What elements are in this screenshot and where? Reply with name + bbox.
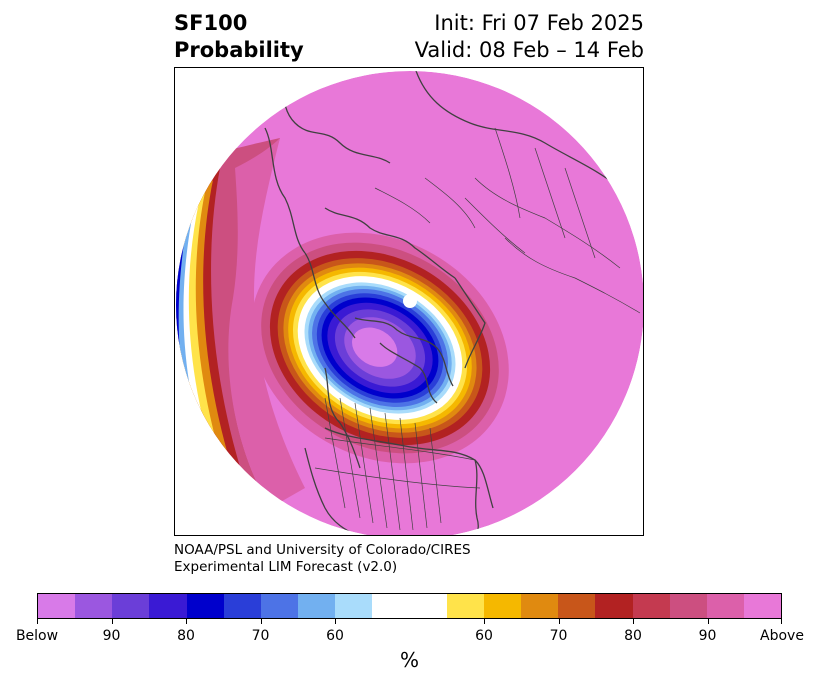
colorbar-tick-label: Below xyxy=(15,628,59,644)
colorbar-segment xyxy=(149,594,187,618)
colorbar-tick-label: Above xyxy=(760,628,804,644)
colorbar-tick-mark xyxy=(260,619,262,624)
colorbar-segment xyxy=(595,594,633,618)
variable-name: SF100 xyxy=(174,11,248,35)
colorbar-tick-mark xyxy=(633,619,634,624)
credit-text: NOAA/PSL and University of Colorado/CIRE… xyxy=(174,542,471,576)
pole-mask xyxy=(403,294,417,308)
colorbar-tick-mark xyxy=(37,619,38,624)
colorbar-tick-mark xyxy=(484,619,485,624)
polar-stereographic-map xyxy=(176,71,643,535)
colorbar-tick-mark xyxy=(335,619,336,624)
colorbar-segment xyxy=(743,594,782,618)
colorbar-segment xyxy=(223,594,261,618)
colorbar-segment xyxy=(112,594,150,618)
title-right: Init: Fri 07 Feb 2025 Valid: 08 Feb – 14… xyxy=(415,10,644,64)
colorbar-ticks: Below 90 80 70 60 60 70 80 90 Above xyxy=(16,619,804,649)
product-name: Probability xyxy=(174,38,304,62)
colorbar-tick-mark xyxy=(558,619,560,624)
colorbar-segment xyxy=(186,594,224,618)
colorbar-unit-label: % xyxy=(399,648,419,672)
colorbar-tick-label: 80 xyxy=(624,628,642,644)
colorbar-tick-label: 90 xyxy=(698,628,717,644)
init-date: Init: Fri 07 Feb 2025 xyxy=(434,11,644,35)
colorbar-segment xyxy=(298,594,336,618)
colorbar-tick-mark xyxy=(781,619,782,624)
colorbar xyxy=(37,593,782,619)
colorbar-segment xyxy=(632,594,670,618)
colorbar-tick-label: 70 xyxy=(549,628,568,644)
title-left: SF100 Probability xyxy=(174,10,304,64)
colorbar-segment xyxy=(38,594,76,618)
colorbar-segment xyxy=(75,594,113,618)
map-frame xyxy=(174,67,644,536)
colorbar-tick-mark xyxy=(186,619,187,624)
colorbar-segment xyxy=(483,594,522,618)
colorbar-segment xyxy=(521,594,559,618)
colorbar-segment xyxy=(706,594,744,618)
colorbar-tick-mark xyxy=(111,619,113,624)
colorbar-tick-mark xyxy=(707,619,709,624)
colorbar-tick-label: 70 xyxy=(251,628,270,644)
colorbar-segment xyxy=(260,594,299,618)
colorbar-tick-label: 60 xyxy=(475,628,493,644)
colorbar-segment xyxy=(335,594,373,618)
valid-range: Valid: 08 Feb – 14 Feb xyxy=(414,38,644,62)
colorbar-tick-label: 80 xyxy=(177,628,195,644)
credit-line-1: NOAA/PSL and University of Colorado/CIRE… xyxy=(174,542,471,558)
colorbar-segment xyxy=(409,594,447,618)
colorbar-segment xyxy=(669,594,707,618)
colorbar-segment xyxy=(446,594,484,618)
colorbar-segment xyxy=(558,594,596,618)
probability-field xyxy=(176,71,643,535)
political-borders xyxy=(314,127,641,531)
colorbar-tick-label: 90 xyxy=(102,628,121,644)
colorbar-tick-label: 60 xyxy=(326,628,344,644)
credit-line-2: Experimental LIM Forecast (v2.0) xyxy=(174,559,398,575)
colorbar-segment xyxy=(372,594,410,618)
